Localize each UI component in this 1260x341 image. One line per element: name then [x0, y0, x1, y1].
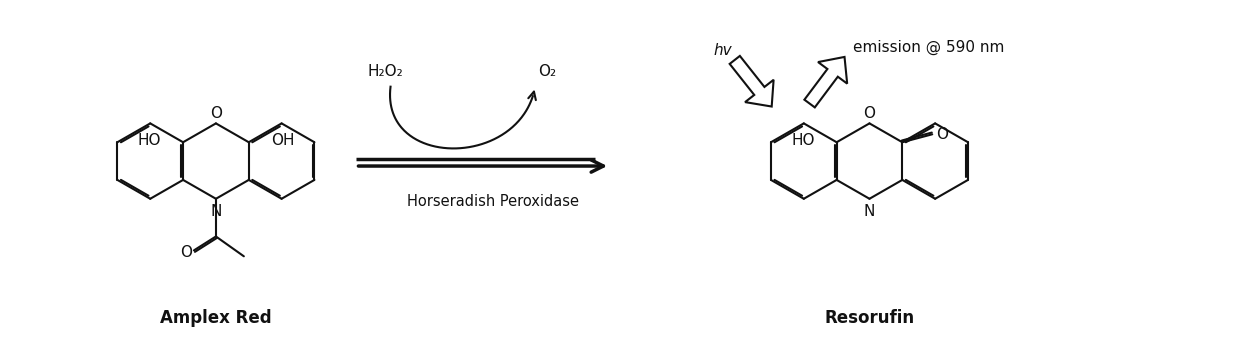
Text: O₂: O₂: [538, 64, 556, 79]
Text: OH: OH: [271, 133, 294, 148]
Text: H₂O₂: H₂O₂: [368, 64, 403, 79]
Polygon shape: [804, 57, 847, 107]
Text: O: O: [180, 245, 192, 260]
Text: O: O: [936, 127, 949, 142]
Text: HO: HO: [791, 133, 815, 148]
Text: N: N: [210, 204, 222, 219]
Text: emission @ 590 nm: emission @ 590 nm: [853, 40, 1004, 55]
Polygon shape: [730, 56, 774, 106]
Text: N: N: [864, 204, 876, 219]
Text: O: O: [863, 106, 876, 121]
Text: HO: HO: [137, 133, 161, 148]
Text: Horseradish Peroxidase: Horseradish Peroxidase: [407, 194, 578, 209]
Text: O: O: [210, 106, 222, 121]
Text: Resorufin: Resorufin: [824, 309, 915, 327]
Text: hv: hv: [713, 43, 732, 58]
Text: Amplex Red: Amplex Red: [160, 309, 272, 327]
